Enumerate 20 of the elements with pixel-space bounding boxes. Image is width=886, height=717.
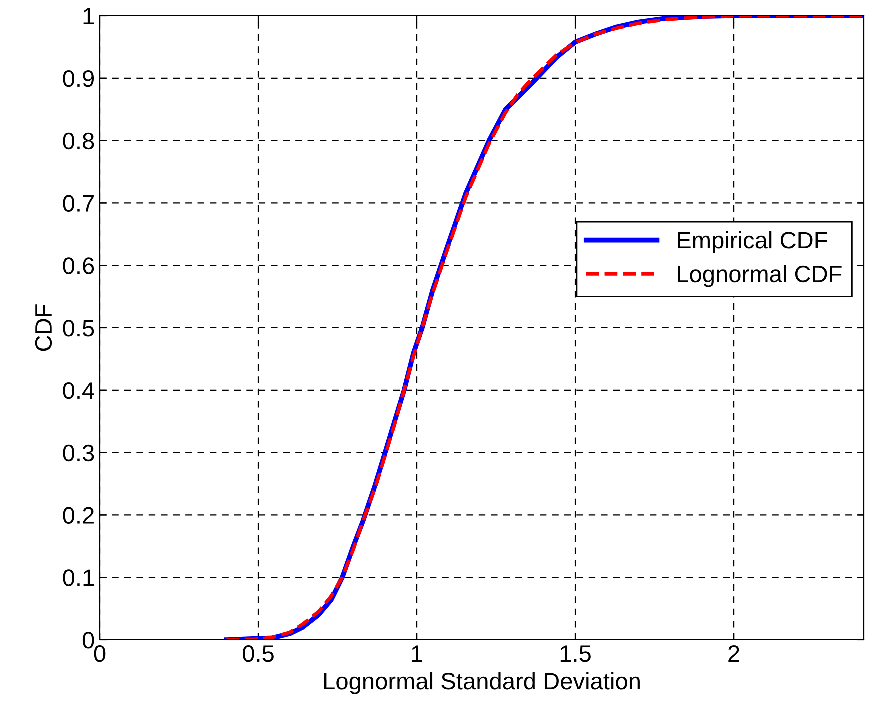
y-tick-label: 0.7 [63, 195, 94, 212]
x-tick-label: 0.5 [243, 645, 274, 662]
legend-label: Empirical CDF [678, 231, 828, 254]
y-tick-label: 0.9 [63, 70, 94, 88]
y-tick-label: 0.2 [63, 507, 94, 524]
y-tick-label: 0.1 [63, 570, 94, 586]
x-tick-label: 0 [94, 645, 106, 662]
legend-label: Lognormal CDF [678, 265, 842, 288]
y-tick-label: 0.6 [63, 258, 94, 274]
x-tick-label: 2 [728, 645, 740, 662]
x-tick-label: 1.5 [560, 646, 591, 662]
y-tick-label: 0.5 [63, 320, 94, 337]
x-axis-title: Lognormal Standard Deviation [324, 672, 640, 694]
x-tick-label: 1 [412, 646, 422, 662]
y-tick-label: 0.4 [63, 382, 94, 400]
y-axis-title: CDF [35, 304, 52, 352]
y-tick-label: 0 [82, 632, 94, 649]
y-tick-label: 1 [84, 8, 94, 25]
y-tick-label: 0.3 [63, 444, 94, 462]
y-tick-label: 0.8 [63, 132, 94, 150]
